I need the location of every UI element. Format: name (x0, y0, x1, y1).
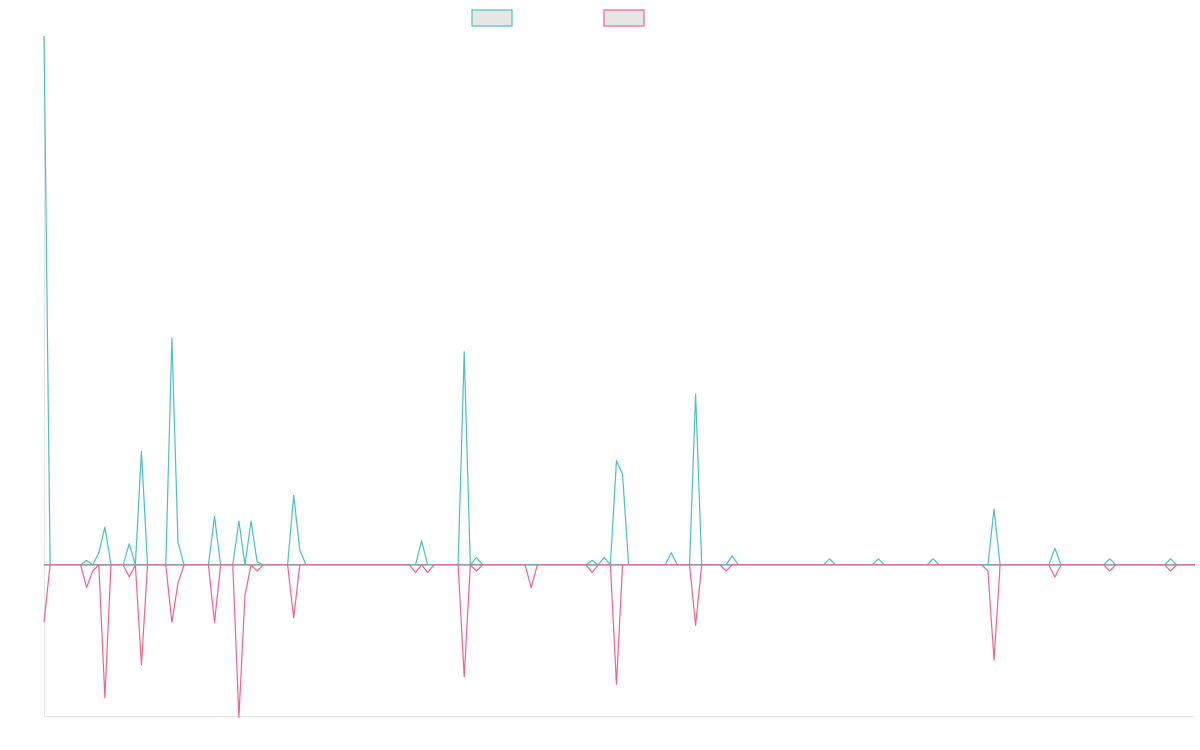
series-layer (43, 35, 1195, 719)
series-line-1 (43, 35, 1195, 566)
legend[interactable] (471, 9, 645, 27)
legend-swatch-2[interactable] (603, 9, 645, 27)
legend-item-2[interactable] (603, 9, 645, 27)
series-line-2 (43, 564, 1195, 719)
legend-item-1[interactable] (471, 9, 513, 27)
legend-swatch-1[interactable] (471, 9, 513, 27)
